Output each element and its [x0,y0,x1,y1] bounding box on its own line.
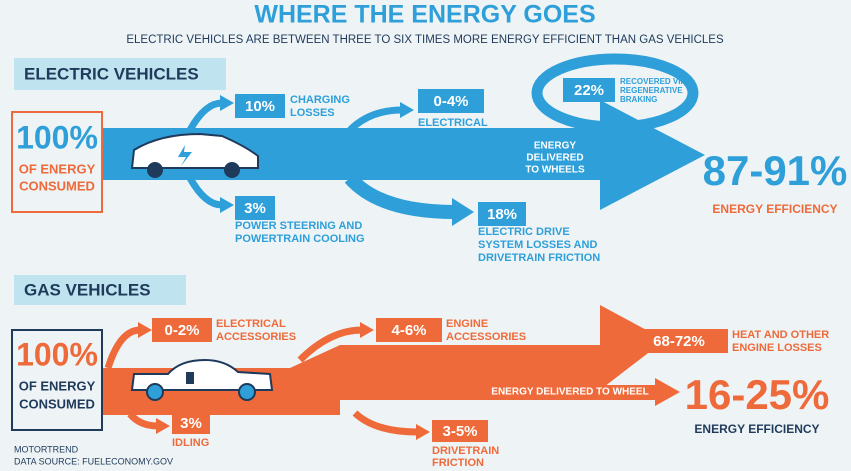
label: LOSSES [290,107,335,119]
value-box [563,78,615,102]
ev-flow [100,53,705,226]
section-label: ELECTRIC VEHICLES [24,64,199,83]
label: FRICTION [432,457,484,469]
section-label-bg [14,58,226,90]
regen-loop [531,53,699,133]
bolt-icon [178,145,192,166]
value: 0-4% [433,93,468,110]
title: WHERE THE ENERGY GOES [254,1,595,29]
arrowhead [416,424,430,440]
input-label: OF ENERGY [19,378,96,393]
input-label: OF ENERGY [19,161,96,176]
arrowhead [360,322,374,338]
delivered-label: DELIVERED [526,153,583,164]
branch [347,106,403,133]
value: 3% [244,200,266,217]
delivered-label: ENERGY [534,141,577,152]
ev-car [130,132,259,178]
label: DRIVETRAIN FRICTION [478,252,600,264]
input-box [11,329,103,431]
label: ACCESSORIES [446,331,526,343]
label: REGENERATIVE [620,86,683,95]
wheel [224,162,240,178]
branch [352,410,419,436]
branch [186,99,223,132]
value-box [432,420,488,442]
branch [186,176,223,209]
value-box [172,412,210,434]
label: CHARGING [290,94,350,106]
main-arrow [100,305,665,390]
branch [297,326,363,363]
efficiency-label: ENERGY EFFICIENCY [694,422,819,436]
main-arrow-body [300,400,340,415]
section-label-bg [14,275,186,305]
efficiency-value: 87-91% [703,147,848,194]
label: BRAKING [620,95,657,104]
gas-car [130,358,274,401]
delivered-label: ENERGY DELIVERED TO WHEEL [491,387,648,398]
value-box [235,196,275,220]
pump-icon [186,372,194,384]
value: 4-6% [391,322,426,339]
branch [344,173,456,219]
branch [127,411,159,430]
value-box [376,318,442,342]
value-box [152,318,212,342]
wheel [147,162,163,178]
label: ACCESSORIES [418,130,498,142]
value: 0-2% [164,322,199,339]
input-label: CONSUMED [19,396,95,411]
label: RECOVERED VIA [620,77,686,86]
input-box [11,111,103,213]
label: POWER STEERING AND [235,220,362,232]
subtitle: ELECTRIC VEHICLES ARE BETWEEN THREE TO S… [126,34,724,46]
source: DATA SOURCE: FUELECONOMY.GOV [14,456,173,466]
label: HEAT AND OTHER [732,329,829,341]
label: IDLING [172,437,209,449]
brand: MOTORTREND [14,444,79,454]
delivered-label: TO WHEELS [525,165,585,176]
label: DRIVETRAIN [432,445,499,457]
arrowhead [138,322,152,338]
value: 18% [487,206,517,223]
wheel [238,383,256,401]
efficiency-value: 16-25% [685,371,830,418]
value-box [418,89,484,113]
value: 10% [245,98,275,115]
wheel [146,383,164,401]
label: ELECTRIC DRIVE [478,226,570,238]
arrowhead [156,418,170,434]
arrowhead [400,102,414,118]
label: SYSTEM LOSSES AND [478,239,597,251]
arrowhead [220,95,234,111]
input-value: 100% [16,119,98,155]
label: POWERTRAIN COOLING [235,233,365,245]
main-arrow [100,100,705,210]
label: ELECTRICAL [418,117,488,129]
branch [104,326,141,370]
value: 22% [574,82,604,99]
value-box [630,329,728,353]
label: ENGINE LOSSES [732,342,822,354]
value-box [235,94,285,118]
label: ELECTRICAL [216,318,286,330]
value: 3-5% [442,423,477,440]
value-box [478,202,526,226]
car-body [130,132,259,169]
section-label: GAS VEHICLES [24,280,151,299]
label: ACCESSORIES [216,331,296,343]
input-value: 100% [16,336,98,372]
label: ENGINE [446,318,488,330]
arrowhead [452,198,474,226]
car-body [130,358,274,391]
arrowhead [220,197,234,213]
input-label: CONSUMED [19,178,95,193]
value: 68-72% [653,333,705,350]
efficiency-label: ENERGY EFFICIENCY [712,202,837,216]
value: 3% [180,415,202,432]
